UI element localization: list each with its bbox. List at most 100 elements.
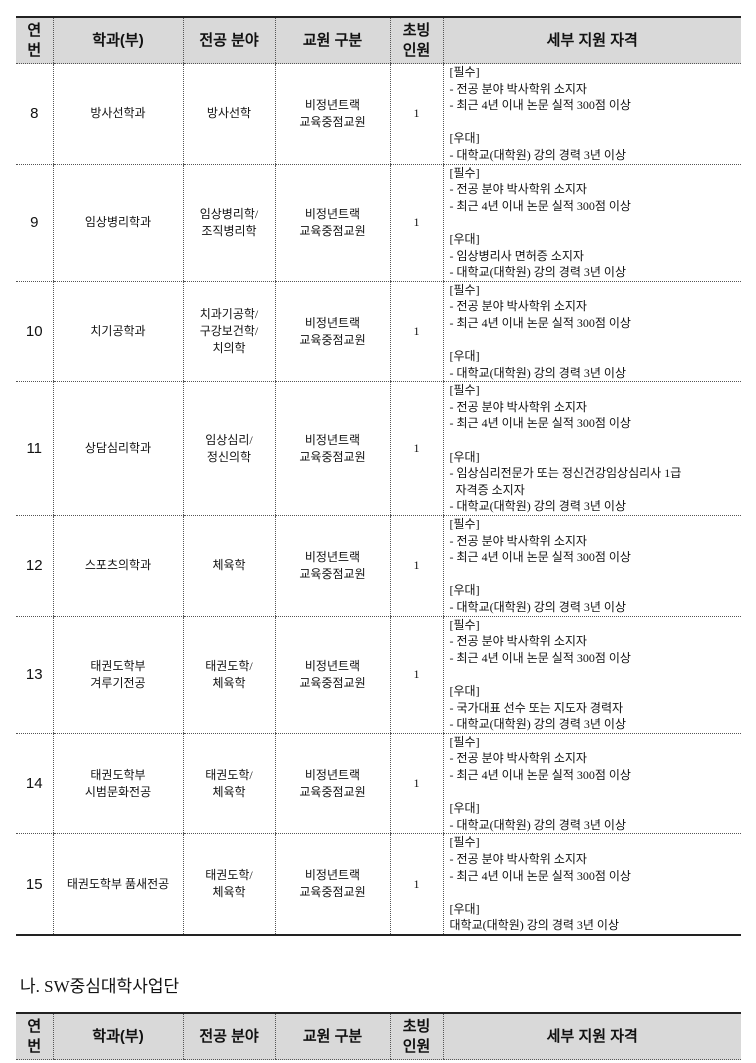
header-detail: 세부 지원 자격 [442, 17, 741, 64]
major-field: 체육학 [182, 515, 275, 617]
qualification-line [450, 566, 742, 583]
qualification-line: - 전공 분야 박사학위 소지자 [449, 533, 587, 548]
header-dept: 학과(부) [52, 1013, 183, 1060]
qualification-line: [우대] [449, 131, 480, 146]
qualification-line: [우대] [449, 349, 480, 364]
row-number: 8 [16, 63, 53, 165]
qualification-line: - 대학교(대학원) 강의 경력 3년 이상 [449, 717, 627, 732]
faculty-type: 비정년트랙 교육중점교원 [274, 381, 390, 517]
row-number: 11 [16, 381, 53, 517]
major-field: 임상심리/ 정신의학 [182, 381, 275, 517]
major-field: 치과기공학/ 구강보건학/ 치의학 [182, 281, 275, 383]
row-number: 12 [16, 515, 53, 617]
qualification-line: - 대학교(대학원) 강의 경력 3년 이상 [449, 817, 627, 832]
qualification-line: - 대학교(대학원) 강의 경력 3년 이상 [449, 365, 627, 380]
qualification-line: - 임상심리전문가 또는 정신건강임상심리사 1급 [449, 466, 682, 481]
qualification-line: - 최근 4년 이내 논문 실적 300점 이상 [449, 550, 631, 565]
header-count: 초빙 인원 [389, 17, 443, 64]
qualification-line: - 대학교(대학원) 강의 경력 3년 이상 [449, 600, 627, 614]
department: 스포츠의학과 [52, 515, 183, 617]
table-row: 14 태권도학부 시범문화전공 태권도학/ 체육학 비정년트랙 교육중점교원 1 [필수]… [16, 733, 742, 835]
qualification-line: - 최근 4년 이내 논문 실적 300점 이상 [449, 868, 631, 883]
detail-qualifications: [필수] - 전공 분야 박사학위 소지자 - 최근 4년 이내 논문 실적 300… [442, 833, 742, 936]
table-row: 15 태권도학부 품새전공 태권도학/ 체육학 비정년트랙 교육중점교원 1 [필수] - … [16, 833, 742, 936]
major-field: 방사선학 [182, 63, 275, 165]
row-number: 13 [16, 616, 53, 734]
qualification-line: [우대] [449, 901, 480, 916]
qualification-line [450, 114, 742, 131]
qualification-line [450, 432, 742, 449]
qualification-line: [우대] [449, 449, 480, 464]
table-row: 8 방사선학과 방사선학 비정년트랙 교육중점교원 1 [필수] - 전공 분야 박사학위 … [16, 63, 742, 165]
table-header-row: 연 번 학과(부) 전공 분야 교원 구분 초빙 인원 세부 지원 자격 [16, 1013, 741, 1060]
qualification-line: - 대학교(대학원) 강의 경력 3년 이상 [449, 265, 627, 280]
faculty-recruitment-table: 연 번 학과(부) 전공 분야 교원 구분 초빙 인원 세부 지원 자격 8 방사… [16, 16, 741, 936]
header-no: 연 번 [16, 1013, 53, 1060]
major-field: 태권도학/ 체육학 [182, 833, 275, 936]
qualification-line: [필수] [449, 383, 480, 398]
faculty-type: 비정년트랙 교육중점교원 [274, 616, 390, 734]
qualification-line: - 최근 4년 이내 논문 실적 300점 이상 [449, 315, 631, 330]
qualification-line: [우대] [449, 231, 480, 246]
qualification-line [450, 784, 742, 801]
header-type: 교원 구분 [274, 17, 390, 64]
department: 태권도학부 품새전공 [52, 833, 183, 936]
qualification-line: - 전공 분야 박사학위 소지자 [449, 751, 587, 766]
qualification-line: [필수] [449, 165, 480, 180]
header-detail: 세부 지원 자격 [442, 1013, 741, 1060]
qualification-line [450, 214, 742, 231]
qualification-line: - 전공 분야 박사학위 소지자 [449, 399, 587, 414]
qualification-line: - 전공 분야 박사학위 소지자 [449, 299, 587, 314]
qualification-line: [필수] [449, 617, 480, 632]
hire-count: 1 [389, 281, 443, 383]
section-title: 나. SW중심대학사업단 [20, 977, 180, 996]
qualification-line: - 국가대표 선수 또는 지도자 경력자 [449, 700, 624, 715]
detail-qualifications: [필수] - 전공 분야 박사학위 소지자 - 최근 4년 이내 논문 실적 300… [442, 281, 742, 383]
faculty-type: 비정년트랙 교육중점교원 [274, 63, 390, 165]
detail-qualifications: [필수] - 전공 분야 박사학위 소지자 - 최근 4년 이내 논문 실적 300… [442, 733, 742, 835]
qualification-line: [필수] [449, 282, 480, 297]
qualification-line [450, 884, 742, 901]
qualification-line: [우대] [449, 801, 480, 816]
qualification-line: - 전공 분야 박사학위 소지자 [449, 81, 587, 96]
header-field: 전공 분야 [182, 1013, 275, 1060]
qualification-line: - 최근 4년 이내 논문 실적 300점 이상 [449, 650, 631, 665]
major-field: 임상병리학/ 조직병리학 [182, 164, 275, 282]
detail-qualifications: [필수] - 전공 분야 박사학위 소지자 - 최근 4년 이내 논문 실적 300… [442, 63, 742, 165]
hire-count: 1 [389, 833, 443, 936]
table-row: 13 태권도학부 겨루기전공 태권도학/ 체육학 비정년트랙 교육중점교원 1 [필수] -… [16, 616, 742, 734]
qualification-line: - 최근 4년 이내 논문 실적 300점 이상 [449, 767, 631, 782]
table-row: 11 상담심리학과 임상심리/ 정신의학 비정년트랙 교육중점교원 1 [필수] - 전공 … [16, 381, 742, 517]
qualification-line: 자격증 소지자 [449, 482, 525, 497]
faculty-type: 비정년트랙 교육중점교원 [274, 833, 390, 936]
table-header-row: 연 번 학과(부) 전공 분야 교원 구분 초빙 인원 세부 지원 자격 [16, 17, 741, 64]
faculty-type: 비정년트랙 교육중점교원 [274, 515, 390, 617]
department: 상담심리학과 [52, 381, 183, 517]
major-field: 태권도학/ 체육학 [182, 616, 275, 734]
detail-qualifications: [필수] - 전공 분야 박사학위 소지자 - 최근 4년 이내 논문 실적 300… [442, 616, 742, 734]
header-count: 초빙 인원 [389, 1013, 443, 1060]
qualification-line: - 전공 분야 박사학위 소지자 [449, 634, 587, 649]
table-row: 12 스포츠의학과 체육학 비정년트랙 교육중점교원 1 [필수] - 전공 분야 박사학위… [16, 515, 742, 617]
department: 태권도학부 겨루기전공 [52, 616, 183, 734]
row-number: 14 [16, 733, 53, 835]
hire-count: 1 [389, 381, 443, 517]
qualification-line: [필수] [449, 835, 480, 850]
faculty-type: 비정년트랙 교육중점교원 [274, 164, 390, 282]
qualification-line: [우대] [449, 683, 480, 698]
qualification-line [450, 666, 742, 683]
header-type: 교원 구분 [274, 1013, 390, 1060]
qualification-line: - 최근 4년 이내 논문 실적 300점 이상 [449, 198, 631, 213]
header-dept: 학과(부) [52, 17, 183, 64]
department: 태권도학부 시범문화전공 [52, 733, 183, 835]
department: 방사선학과 [52, 63, 183, 165]
qualification-line: - 전공 분야 박사학위 소지자 [449, 182, 587, 197]
qualification-line: [필수] [449, 734, 480, 749]
table-row: 9 임상병리학과 임상병리학/ 조직병리학 비정년트랙 교육중점교원 1 [필수] - 전공… [16, 164, 742, 282]
qualification-line [450, 332, 742, 349]
qualification-line: - 임상병리사 면허증 소지자 [449, 248, 584, 263]
qualification-line: [필수] [449, 65, 480, 79]
qualification-line: - 대학교(대학원) 강의 경력 3년 이상 [449, 147, 627, 162]
detail-qualifications: [필수] - 전공 분야 박사학위 소지자 - 최근 4년 이내 논문 실적 300… [442, 381, 742, 517]
row-number: 10 [16, 281, 53, 383]
